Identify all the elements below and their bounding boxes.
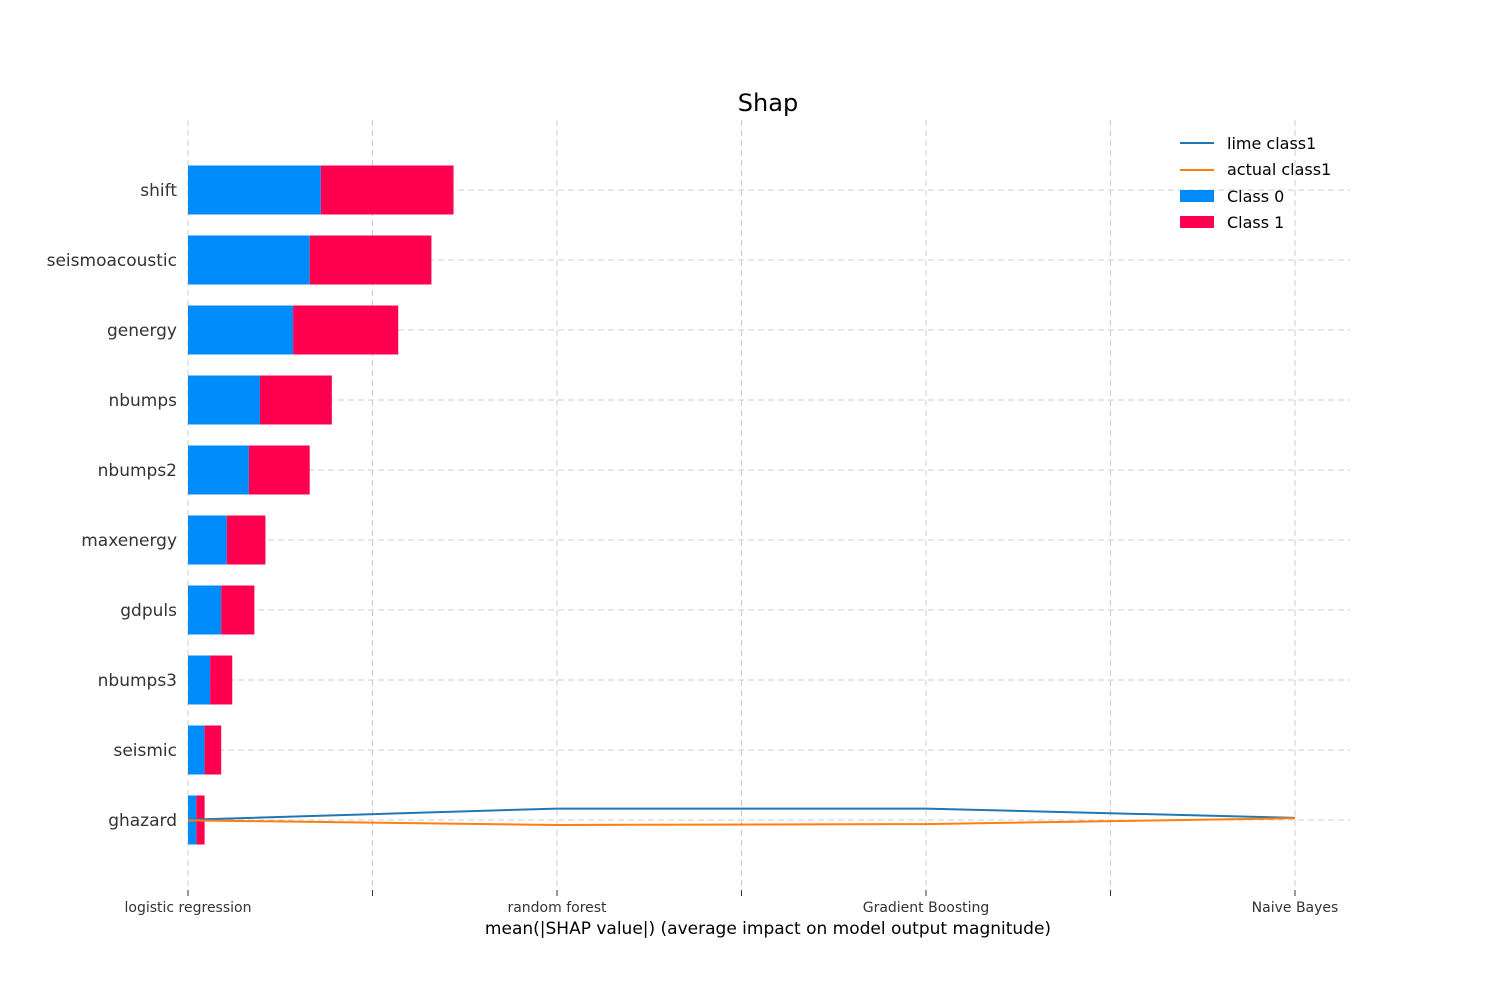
- bar-nbumps-class0: [188, 375, 260, 425]
- bars: [188, 165, 454, 845]
- feature-label-nbumps2: nbumps2: [98, 461, 177, 481]
- bar-gdpuls-class1: [221, 585, 255, 635]
- feature-label-seismoacoustic: seismoacoustic: [47, 251, 177, 271]
- bar-maxenergy-class1: [226, 515, 266, 565]
- x-tick-label-2: random forest: [507, 900, 607, 916]
- x-tick-label-0: logistic regression: [125, 900, 252, 916]
- legend-label-class0: Class 0: [1227, 187, 1284, 206]
- legend-label-actual: actual class1: [1227, 160, 1331, 179]
- bar-nbumps3-class1: [210, 655, 233, 705]
- bar-nbumps-class1: [259, 375, 332, 425]
- legend-label-lime: lime class1: [1227, 134, 1316, 153]
- feature-labels: shift seismoacoustic genergy nbumps nbumps2 m…: [47, 181, 178, 831]
- bar-nbumps2-class0: [188, 445, 249, 495]
- bar-seismoacoustic-class1: [309, 235, 432, 285]
- x-axis: logistic regression random forest Gradient…: [125, 890, 1339, 916]
- legend: lime class1 actual class1 Class 0 Class …: [1180, 134, 1331, 232]
- bar-seismic-class1: [204, 725, 222, 775]
- legend-label-class1: Class 1: [1227, 213, 1284, 232]
- bar-nbumps3-class0: [188, 655, 211, 705]
- bar-gdpuls-class0: [188, 585, 222, 635]
- bar-genergy-class0: [188, 305, 294, 355]
- bar-shift-class0: [188, 165, 321, 215]
- lines: [187, 807, 1296, 827]
- x-tick-label-4: Gradient Boosting: [863, 900, 990, 916]
- feature-label-shift: shift: [140, 181, 177, 201]
- feature-label-nbumps3: nbumps3: [98, 671, 177, 691]
- feature-label-nbumps: nbumps: [108, 391, 177, 411]
- line-series-0: [187, 807, 1296, 821]
- chart-title: Shap: [738, 89, 798, 117]
- legend-swatch-class0: [1180, 190, 1214, 202]
- feature-label-gdpuls: gdpuls: [120, 601, 177, 621]
- bar-genergy-class1: [293, 305, 399, 355]
- bar-seismic-class0: [188, 725, 205, 775]
- bar-seismoacoustic-class0: [188, 235, 310, 285]
- bar-nbumps2-class1: [248, 445, 310, 495]
- feature-label-maxenergy: maxenergy: [81, 531, 177, 551]
- bar-shift-class1: [320, 165, 454, 215]
- x-tick-label-6: Naive Bayes: [1252, 900, 1339, 916]
- line-series-1: [187, 817, 1296, 827]
- feature-label-genergy: genergy: [107, 321, 177, 341]
- feature-label-seismic: seismic: [113, 741, 177, 761]
- feature-label-ghazard: ghazard: [108, 811, 177, 831]
- legend-swatch-class1: [1180, 216, 1214, 228]
- bar-maxenergy-class0: [188, 515, 227, 565]
- x-axis-label: mean(|SHAP value|) (average impact on mo…: [485, 919, 1051, 939]
